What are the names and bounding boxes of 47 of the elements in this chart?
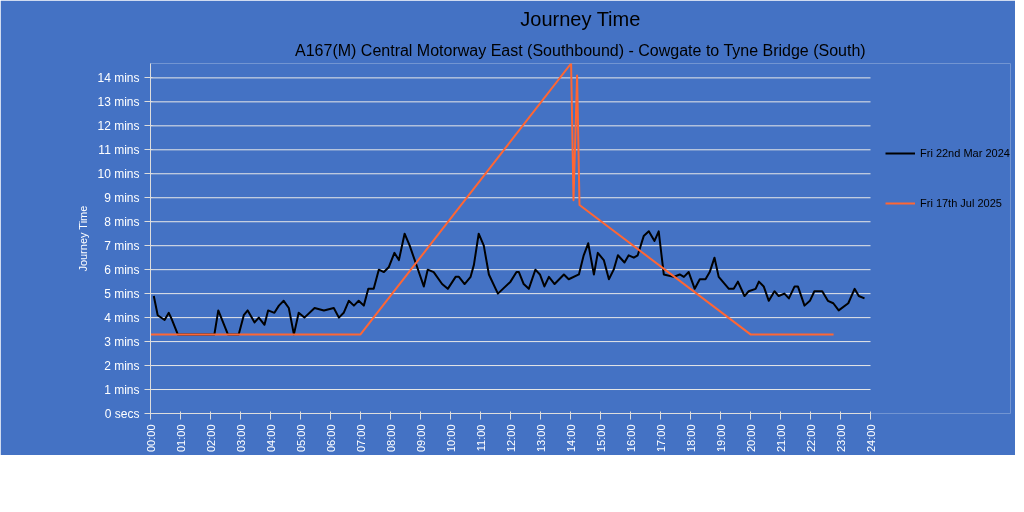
x-tick-label: 02:00 <box>204 424 217 453</box>
y-tick-label: 0 secs <box>104 406 140 421</box>
x-tick-label: 06:00 <box>324 424 337 453</box>
x-tick-label: 00:00 <box>144 424 157 453</box>
y-tick-label: 3 mins <box>104 334 140 349</box>
y-tick-label: 1 mins <box>104 382 140 397</box>
x-tick-label: 09:00 <box>414 424 427 453</box>
y-tick-label: 5 mins <box>104 286 140 301</box>
x-tick-label: 12:00 <box>504 424 517 453</box>
chart-title: Journey Time <box>520 7 641 30</box>
x-tick-label: 16:00 <box>624 424 637 453</box>
x-tick-label: 11:00 <box>474 424 487 452</box>
y-tick-label: 2 mins <box>104 358 140 373</box>
line-series <box>152 230 866 336</box>
x-tick-label: 20:00 <box>744 424 757 453</box>
x-tick-label: 01:00 <box>174 424 187 453</box>
x-tick-label: 05:00 <box>294 424 307 453</box>
x-tick-label: 19:00 <box>714 424 727 453</box>
y-tick-label: 13 mins <box>97 94 140 109</box>
x-tick-label: 07:00 <box>354 424 367 453</box>
x-tick-label: 13:00 <box>534 424 547 453</box>
y-tick-label: 4 mins <box>104 310 140 325</box>
chart-subtitle: A167(M) Central Motorway East (Southbound) - Cowgate to Tyne Bridge (South) <box>295 41 866 59</box>
x-tick-label: 23:00 <box>834 424 847 453</box>
x-tick-label: 08:00 <box>384 424 397 453</box>
x-tick-label: 03:00 <box>234 424 247 453</box>
legend-label: Fri 22nd Mar 2024 <box>920 147 1010 159</box>
y-tick-label: 6 mins <box>104 262 140 277</box>
y-tick-label: 14 mins <box>97 70 140 85</box>
y-axis-title: Journey Time <box>77 205 90 272</box>
x-tick-label: 24:00 <box>864 424 877 453</box>
x-tick-label: 18:00 <box>684 424 697 453</box>
x-tick-label: 14:00 <box>564 424 577 453</box>
x-tick-label: 17:00 <box>654 424 667 453</box>
x-tick-label: 10:00 <box>444 424 457 453</box>
y-tick-label: 7 mins <box>104 238 140 253</box>
y-tick-label: 11 mins <box>98 142 140 157</box>
legend-label: Fri 17th Jul 2025 <box>920 197 1002 209</box>
y-tick-label: 10 mins <box>97 166 140 181</box>
line-series <box>150 63 835 336</box>
y-tick-label: 12 mins <box>97 118 140 133</box>
x-tick-label: 15:00 <box>594 424 607 453</box>
y-tick-label: 9 mins <box>104 190 140 205</box>
x-tick-label: 22:00 <box>804 424 817 453</box>
y-tick-label: 8 mins <box>104 214 140 229</box>
x-tick-label: 04:00 <box>264 424 277 453</box>
x-tick-label: 21:00 <box>774 424 787 453</box>
